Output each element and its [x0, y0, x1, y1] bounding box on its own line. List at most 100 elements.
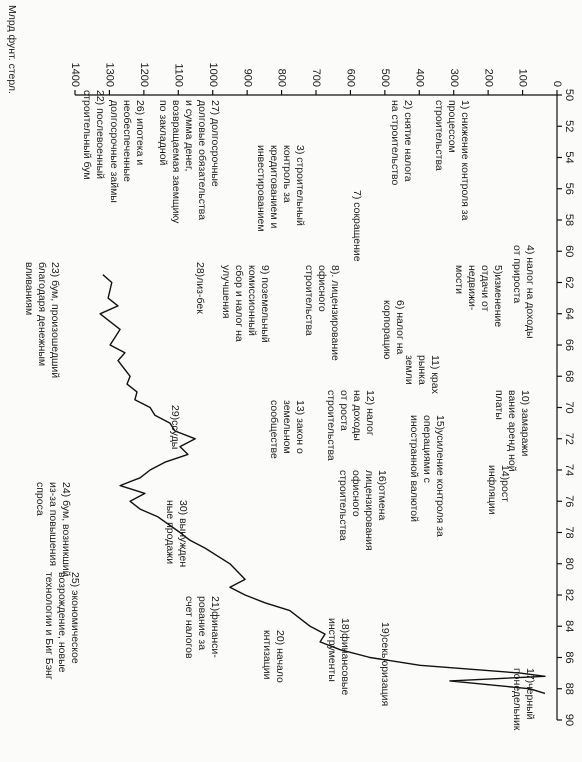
- annotation: 17)черный: [524, 668, 536, 720]
- annotation: 11) крах: [429, 355, 441, 395]
- annotation: строительства: [337, 470, 349, 541]
- annotation: и сумма денег,: [183, 100, 195, 171]
- annotation: необеспеченные: [121, 100, 133, 182]
- annotation: корпорацию: [381, 300, 393, 359]
- y-tick-label: 0: [551, 81, 563, 87]
- y-tick-label: 600: [345, 69, 357, 87]
- annotation: счет налогов: [183, 596, 195, 659]
- annotation: 26) ипотека и: [134, 100, 146, 165]
- annotation: от прироста: [511, 245, 523, 303]
- annotation: строительства: [303, 265, 315, 336]
- annotation: 13) закон о: [294, 400, 306, 454]
- annotation: 24) бум, возникший: [60, 482, 72, 577]
- y-tick-label: 500: [379, 69, 391, 87]
- x-tick-label: 52: [563, 120, 575, 132]
- rotated-plot: Млрд фунт. стерл. 50 52 54 56 58 60 62 64 66 68 70…: [6, 5, 575, 731]
- annotation: 5)изменение: [492, 265, 504, 327]
- x-tick-label: 88: [563, 683, 575, 695]
- y-tick-label: 300: [448, 69, 460, 87]
- y-tick-label: 800: [276, 69, 288, 87]
- annotation: 6) налог на: [394, 300, 406, 355]
- annotation: вание аренд ной: [506, 390, 518, 472]
- annotation: по закладной: [157, 100, 169, 166]
- annotation: инвестированием: [255, 145, 267, 232]
- annotation: процессом: [446, 100, 458, 153]
- annotation: 10) замаражи: [519, 390, 531, 457]
- x-tick-label: 62: [563, 276, 575, 288]
- x-tick-label: 54: [563, 151, 575, 163]
- data-line: [99, 274, 546, 695]
- annotation: 8). лицензирование: [329, 265, 341, 361]
- x-tick-label: 80: [563, 558, 575, 570]
- annotation: 22) послевоенный: [94, 90, 106, 179]
- annotation: мости: [453, 265, 465, 294]
- annotation: земли: [403, 355, 415, 385]
- annotation: 23) бум, произошедший: [49, 262, 61, 378]
- annotation: 7) сокращение: [351, 190, 363, 262]
- annotation: земельном: [281, 400, 293, 454]
- annotation: 16)отмена: [376, 470, 388, 520]
- annotation: сбор и налог на: [233, 265, 245, 342]
- x-tick-label: 78: [563, 526, 575, 538]
- annotation: 4) налог на доходы: [524, 245, 536, 339]
- annotation: от роста: [338, 390, 350, 431]
- y-tick-label: 900: [241, 69, 253, 87]
- annotation: ные продажи: [164, 500, 176, 564]
- annotation: 28)лиз-бек: [194, 262, 206, 314]
- x-tick-label: 66: [563, 339, 575, 351]
- y-tick-label: 200: [482, 69, 494, 87]
- y-tick-label: 1000: [207, 63, 219, 87]
- x-tick-label: 60: [563, 245, 575, 257]
- annotation: 1) снижение контроля за: [459, 100, 471, 221]
- annotation: возрождение, новые: [56, 572, 68, 673]
- annotation: кредитованием и: [268, 145, 280, 229]
- annotation: благодаря денежным: [36, 262, 48, 366]
- annotation: на строительство: [389, 100, 401, 185]
- annotation: 9) поземельный: [259, 265, 271, 343]
- annotation: офисного: [316, 265, 328, 312]
- annotation: 14)рост: [499, 465, 511, 502]
- annotation: возвращаемая заемщику: [170, 100, 182, 224]
- annotation: контроль за: [281, 145, 293, 203]
- y-axis-label: Млрд фунт. стерл.: [6, 5, 18, 94]
- annotation: улучшения: [220, 265, 232, 318]
- y-tick-label: 1300: [104, 63, 116, 87]
- annotation: строительства: [433, 100, 445, 171]
- annotation: рынка: [416, 355, 428, 385]
- annotation: спроса: [34, 482, 46, 516]
- x-tick-label: 84: [563, 620, 575, 632]
- annotation: инфляции: [486, 465, 498, 515]
- annotation: 12) налог: [364, 390, 376, 436]
- annotation: 27) долгосрочные: [209, 100, 221, 187]
- annotation: 30) вынужден: [177, 500, 189, 567]
- annotation: недвижи-: [466, 265, 478, 311]
- annotation: рование за: [196, 596, 208, 650]
- annotation: офисного: [350, 470, 362, 517]
- annotation: 18)финансовые: [339, 618, 351, 695]
- annotation: операциями с: [421, 415, 433, 483]
- annotation: 3) строительный: [294, 145, 306, 226]
- annotation: 15)усиление контроля за: [434, 415, 446, 537]
- x-tick-label: 70: [563, 401, 575, 413]
- y-tick-label: 700: [310, 69, 322, 87]
- x-tick-label: 72: [563, 433, 575, 445]
- x-tick-label: 90: [563, 714, 575, 726]
- x-tick-label: 50: [563, 89, 575, 101]
- annotation: платы: [493, 390, 505, 420]
- annotation: на доходы: [351, 390, 363, 441]
- annotation: строительства: [325, 390, 337, 461]
- annotation: долгосрочные займы: [108, 100, 120, 203]
- x-tick-label: 56: [563, 183, 575, 195]
- y-tick-label: 400: [413, 69, 425, 87]
- annotation: лицензирования: [363, 470, 375, 551]
- annotation: 29)ссуды: [169, 405, 181, 449]
- annotation: вливаниям: [23, 262, 35, 315]
- x-tick-label: 64: [563, 308, 575, 320]
- annotation: 21)финанси-: [209, 596, 221, 658]
- annotation: кнтизации: [261, 630, 273, 680]
- y-tick-label: 1100: [172, 63, 184, 87]
- annotation: инструменты: [326, 618, 338, 682]
- annotation: понедельник: [511, 668, 523, 731]
